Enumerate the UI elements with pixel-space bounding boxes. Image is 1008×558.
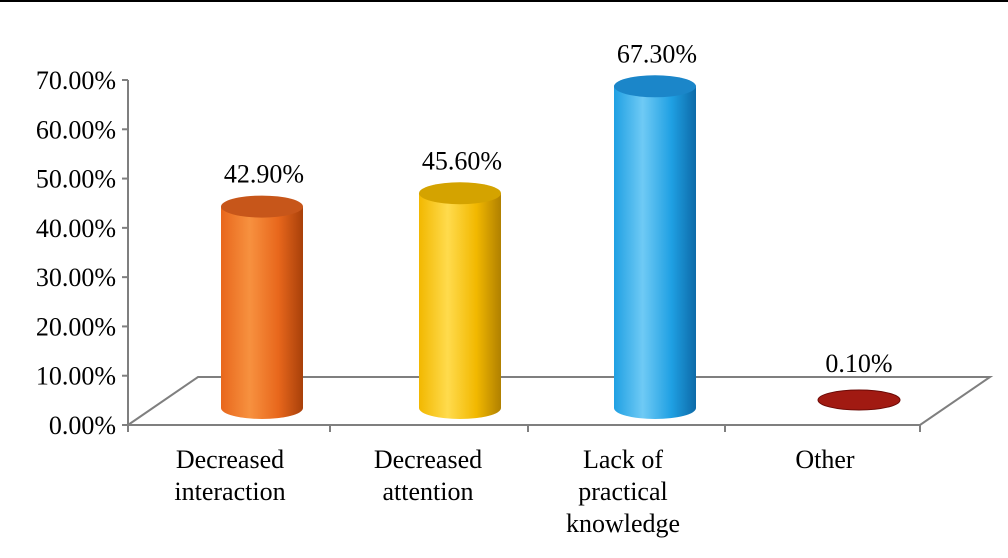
bar-body — [614, 86, 696, 420]
bar-body — [419, 193, 501, 419]
bar-disc — [817, 389, 901, 411]
x-category-label: Lack of practical knowledge — [566, 445, 680, 538]
y-tick-label: 20.00% — [36, 312, 116, 341]
y-tick-label: 50.00% — [36, 165, 116, 194]
x-category-label: Decreased interaction — [174, 445, 285, 506]
x-category-label: Other — [795, 445, 855, 474]
bar-2 — [614, 75, 696, 420]
data-label: 42.90% — [224, 160, 304, 189]
data-label: 45.60% — [422, 146, 502, 175]
bar-body — [221, 206, 303, 419]
data-label: 67.30% — [617, 39, 697, 68]
y-axis: 0.00% 10.00% 20.00% 30.00% 40.00% 50.00% 60.00… — [36, 66, 129, 440]
data-labels: 42.90% 45.60% 67.30% 0.10% — [224, 39, 893, 378]
y-tick-label: 30.00% — [36, 263, 116, 292]
y-tick-label: 40.00% — [36, 214, 116, 243]
y-tick-label: 0.00% — [49, 411, 116, 440]
bar-series — [221, 75, 901, 420]
bar-top — [614, 75, 696, 98]
y-tick-label: 70.00% — [36, 66, 116, 95]
bar-3 — [817, 389, 901, 411]
bar-top — [221, 195, 303, 218]
x-category-label: Decreased attention — [374, 445, 482, 506]
chart-floor — [124, 376, 994, 432]
bar-1 — [419, 182, 501, 419]
bar-top — [419, 182, 501, 205]
bar-0 — [221, 195, 303, 419]
x-axis-labels: Decreased interaction Decreased attention La… — [174, 445, 855, 538]
y-tick-label: 10.00% — [36, 362, 116, 391]
floor-plane — [124, 376, 994, 426]
y-tick-label: 60.00% — [36, 115, 116, 144]
data-label: 0.10% — [825, 349, 892, 378]
